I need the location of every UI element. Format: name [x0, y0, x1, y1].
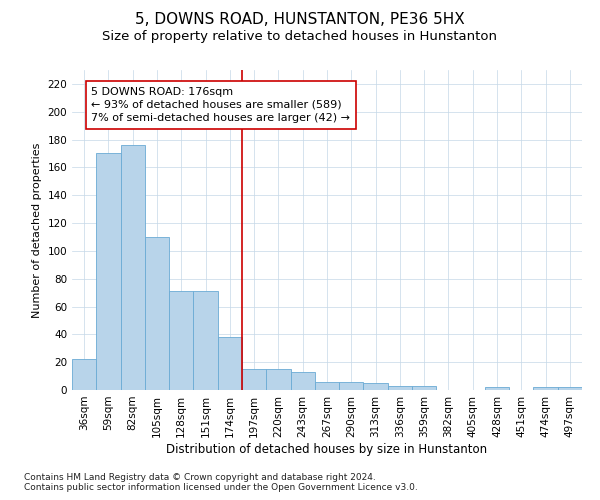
Bar	[290, 372, 315, 390]
Bar	[169, 291, 193, 390]
Bar	[145, 237, 169, 390]
Bar	[315, 382, 339, 390]
Text: Contains HM Land Registry data © Crown copyright and database right 2024.: Contains HM Land Registry data © Crown c…	[24, 474, 376, 482]
Bar	[533, 387, 558, 390]
Bar	[558, 387, 582, 390]
Bar	[72, 360, 96, 390]
Bar	[96, 154, 121, 390]
Bar	[412, 386, 436, 390]
Text: 5, DOWNS ROAD, HUNSTANTON, PE36 5HX: 5, DOWNS ROAD, HUNSTANTON, PE36 5HX	[135, 12, 465, 28]
Bar	[364, 383, 388, 390]
Bar	[121, 145, 145, 390]
Y-axis label: Number of detached properties: Number of detached properties	[32, 142, 42, 318]
Bar	[193, 291, 218, 390]
Bar	[485, 387, 509, 390]
Text: Size of property relative to detached houses in Hunstanton: Size of property relative to detached ho…	[103, 30, 497, 43]
Bar	[266, 369, 290, 390]
X-axis label: Distribution of detached houses by size in Hunstanton: Distribution of detached houses by size …	[166, 442, 488, 456]
Bar	[339, 382, 364, 390]
Bar	[242, 369, 266, 390]
Bar	[388, 386, 412, 390]
Text: 5 DOWNS ROAD: 176sqm
← 93% of detached houses are smaller (589)
7% of semi-detac: 5 DOWNS ROAD: 176sqm ← 93% of detached h…	[91, 86, 350, 123]
Text: Contains public sector information licensed under the Open Government Licence v3: Contains public sector information licen…	[24, 484, 418, 492]
Bar	[218, 337, 242, 390]
